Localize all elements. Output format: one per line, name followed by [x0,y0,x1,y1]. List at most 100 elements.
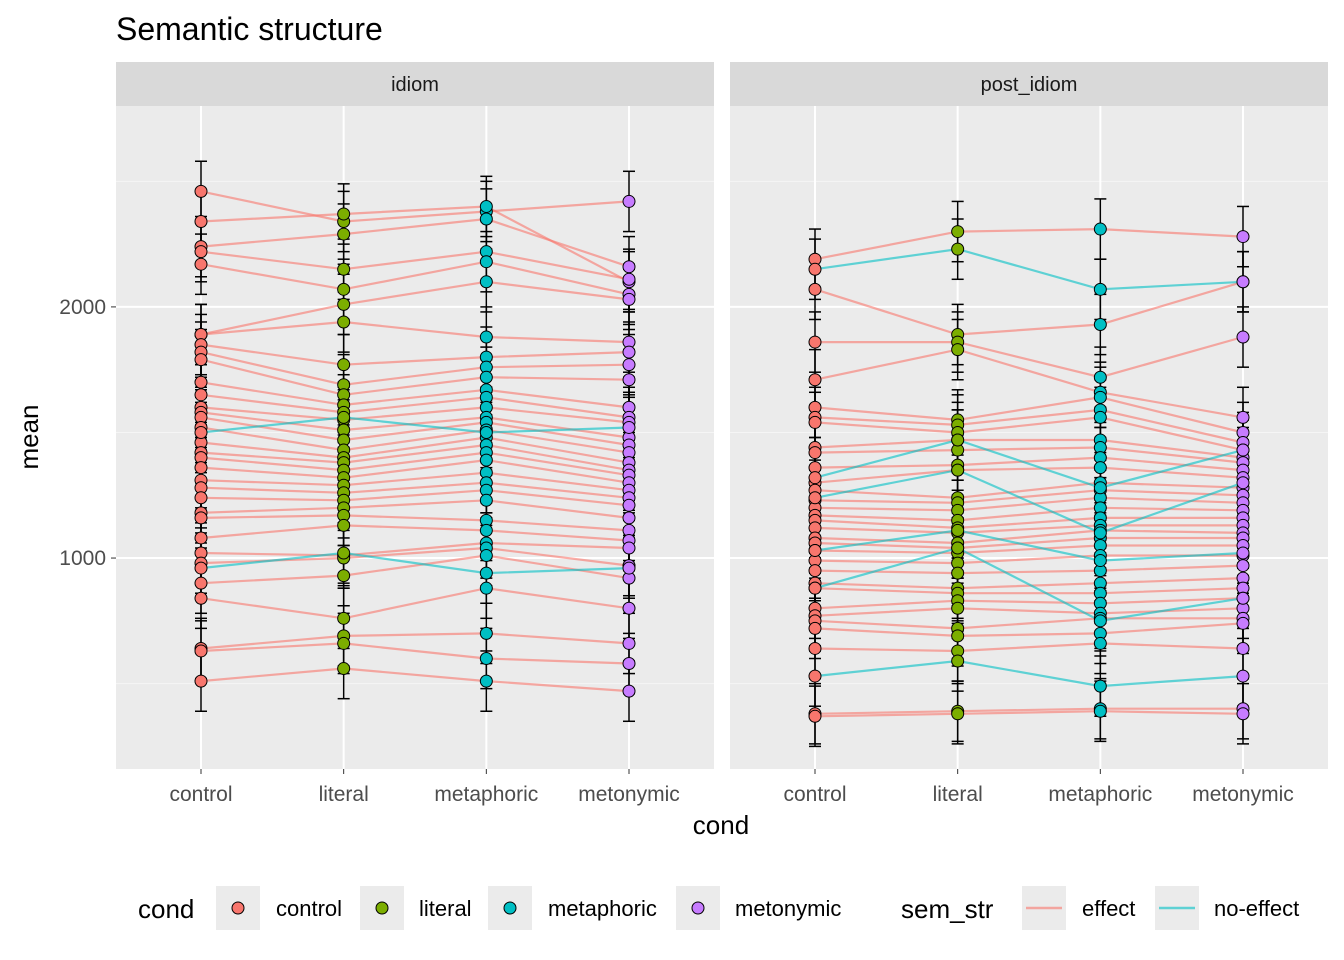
data-point-control [808,544,822,558]
series-line-effect [200,411,630,439]
legend-label-effect: effect [1082,896,1135,921]
data-point-control [808,471,822,485]
series-line-effect [200,351,630,386]
data-point-metaphoric [479,425,493,439]
data-point-metonymic [622,373,636,387]
series-line-effect [200,554,630,585]
series-line-effect [814,617,1243,630]
data-point-metaphoric [1093,317,1107,331]
chart-title: Semantic structure [116,11,383,47]
series-line-effect [200,443,630,472]
series-line-effect [814,227,1244,261]
data-point-literal [337,518,351,532]
data-point-control [194,491,208,505]
series-line-no-effect [814,659,1244,688]
data-point-metaphoric [1093,526,1107,540]
data-point-metaphoric [479,453,493,467]
data-point-metonymic [1236,559,1250,573]
x-tick-label: control [783,783,846,806]
series-line-effect [200,217,630,268]
series-line-effect [814,446,1244,464]
data-point-literal [337,662,351,676]
x-tick-labels: control literal metaphoric metonymic [783,769,1294,806]
data-point-literal [337,227,351,241]
series-line-effect [200,436,630,464]
data-point-control [194,215,208,229]
data-point-control [808,446,822,460]
series-line-effect [814,396,1244,434]
legend-point-control [231,901,245,915]
data-point-metaphoric [479,330,493,344]
data-point-metaphoric [479,212,493,226]
data-point-metaphoric [479,199,493,213]
series-line-effect [814,280,1244,336]
series-line-effect [814,597,1244,610]
data-point-literal [951,566,965,580]
x-tick-label: metonymic [1192,783,1294,806]
series-line-effect [814,408,1244,444]
data-point-control [194,561,208,575]
data-point-metaphoric [1093,636,1107,650]
data-point-control [194,245,208,259]
series-line-effect [814,466,1244,484]
series-line-effect [814,506,1244,522]
data-point-literal [337,569,351,583]
data-point-literal [337,282,351,296]
data-point-control [194,461,208,475]
data-point-metaphoric [1093,282,1107,296]
x-axis-title: cond [693,810,749,840]
data-point-metaphoric [479,493,493,507]
series-line-effect [814,642,1244,653]
legend-label-literal: literal [419,896,472,921]
data-point-metonymic [1236,330,1250,344]
data-point-literal [951,601,965,615]
data-point-metaphoric [479,566,493,580]
panel-background [730,106,1328,769]
y-axis: 1000 2000 [59,296,116,570]
data-point-metaphoric [479,255,493,269]
data-point-control [808,621,822,635]
series-line-effect [200,393,630,419]
series-line-effect [815,335,1244,379]
data-point-literal [337,297,351,311]
data-point-metonymic [1236,275,1250,289]
y-axis-title: mean [14,404,44,469]
data-point-metaphoric [479,674,493,688]
data-point-metaphoric [479,370,493,384]
series-line-effect [200,471,630,492]
facet-strip-label: post_idiom [981,74,1078,96]
series-line-effect [200,358,630,396]
series-line-effect [814,489,1244,504]
data-point-metonymic [622,601,636,615]
series-line-effect [200,205,630,283]
data-point-control [808,262,822,276]
series-line-effect [200,642,630,665]
data-point-metaphoric [1093,390,1107,404]
series-line-effect [200,320,630,344]
series-line-effect [814,438,1244,459]
data-point-metaphoric [1093,410,1107,424]
series-line-effect [200,406,630,424]
data-point-literal [951,654,965,668]
series-line-effect [200,524,630,542]
data-point-control [194,674,208,688]
series-line-effect [200,416,630,447]
data-point-metonymic [622,358,636,372]
data-point-metaphoric [479,549,493,563]
series-line-no-effect [200,416,630,434]
series-line-no-effect [814,438,1244,489]
data-point-control [194,644,208,658]
series-line-effect [814,516,1243,530]
data-point-literal [951,541,965,555]
series-line-effect [814,544,1243,555]
data-point-metaphoric [1093,614,1107,628]
legend-label-metonymic: metonymic [735,896,841,921]
data-point-control [194,511,208,525]
data-point-metonymic [1236,546,1250,560]
data-point-literal [951,707,965,721]
y-tick-label: 1000 [59,547,106,570]
data-point-control [808,669,822,683]
series-line-effect [200,426,630,454]
data-point-control [808,581,822,595]
legend-point-metaphoric [503,901,517,915]
